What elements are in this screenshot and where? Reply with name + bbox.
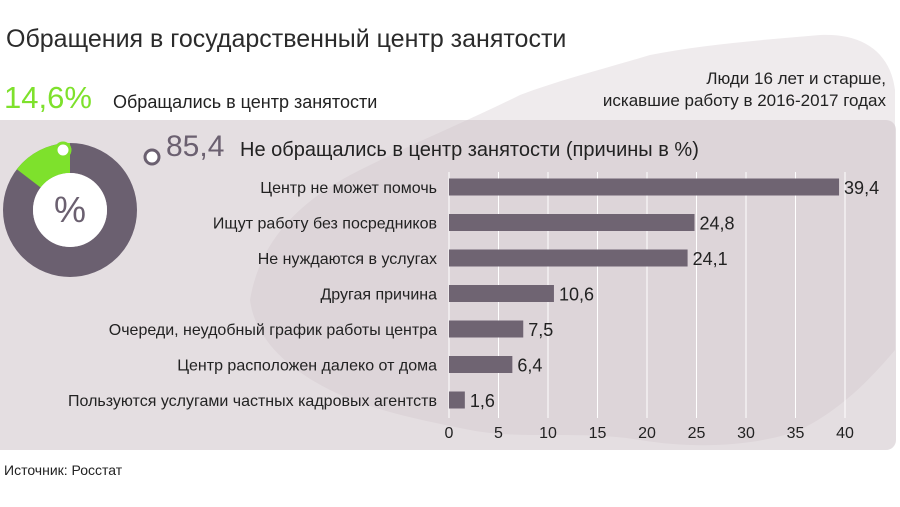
bar [449,214,695,231]
x-tick-label: 30 [737,425,755,442]
bar [449,320,524,338]
value-label: 24,1 [693,249,728,269]
chart-subtitle: Люди 16 лет и старше, искавшие работу в … [603,68,886,112]
category-label: Ищут работу без посредников [213,216,437,233]
x-tick-label: 15 [589,425,607,442]
donut-center [33,173,107,247]
not-used-label: Не обращались в центр занятости (причины… [240,139,699,161]
x-tick-label: 20 [638,425,656,442]
subtitle-line-2: искавшие работу в 2016-2017 годах [602,91,886,110]
category-label: Очереди, неудобный график работы центра [109,322,437,339]
x-tick-label: 40 [836,425,854,442]
donut-used-segment [16,143,71,189]
value-label: 7,5 [528,320,553,340]
x-tick-label: 25 [688,425,706,442]
category-label: Пользуются услугами частных кадровых аге… [68,393,437,410]
bar [449,285,554,302]
chart-title: Обращения в государственный центр занято… [6,25,567,53]
x-tick-label: 5 [494,425,503,442]
used-percent-value: 14,6% [4,80,92,115]
used-marker-dot [54,141,72,159]
label-layer: Центр не может помочь 39,4 Ищут работу без… [68,178,879,411]
not-used-value: 85,4 [166,130,225,163]
not-used-marker-dot [143,148,161,166]
x-tick-label: 35 [787,425,805,442]
bar [449,356,513,373]
value-label: 1,6 [470,391,495,411]
value-label: 39,4 [844,178,879,198]
x-tick-label: 10 [539,425,557,442]
bar [449,391,465,409]
category-label: Центр расположен далеко от дома [177,358,437,375]
category-label: Центр не может помочь [260,180,437,197]
bar [449,249,688,267]
chart-panel [0,120,896,450]
x-tick-label: 0 [445,425,454,442]
used-percent-label: Обращались в центр занятости [113,92,378,112]
value-label: 10,6 [559,285,594,305]
bar-layer [449,178,840,409]
category-label: Не нуждаются в услугах [258,251,437,268]
value-label: 6,4 [517,356,542,376]
subtitle-line-1: Люди 16 лет и старше, [706,69,886,88]
category-label: Другая причина [320,287,437,304]
tick-layer: 0 5 10 15 20 25 30 35 40 [445,425,854,442]
source-note: Источник: Росстат [4,462,123,478]
percent-symbol: % [54,189,86,230]
value-label: 24,8 [700,214,735,234]
bar [449,178,840,196]
share-donut: % [3,141,161,277]
